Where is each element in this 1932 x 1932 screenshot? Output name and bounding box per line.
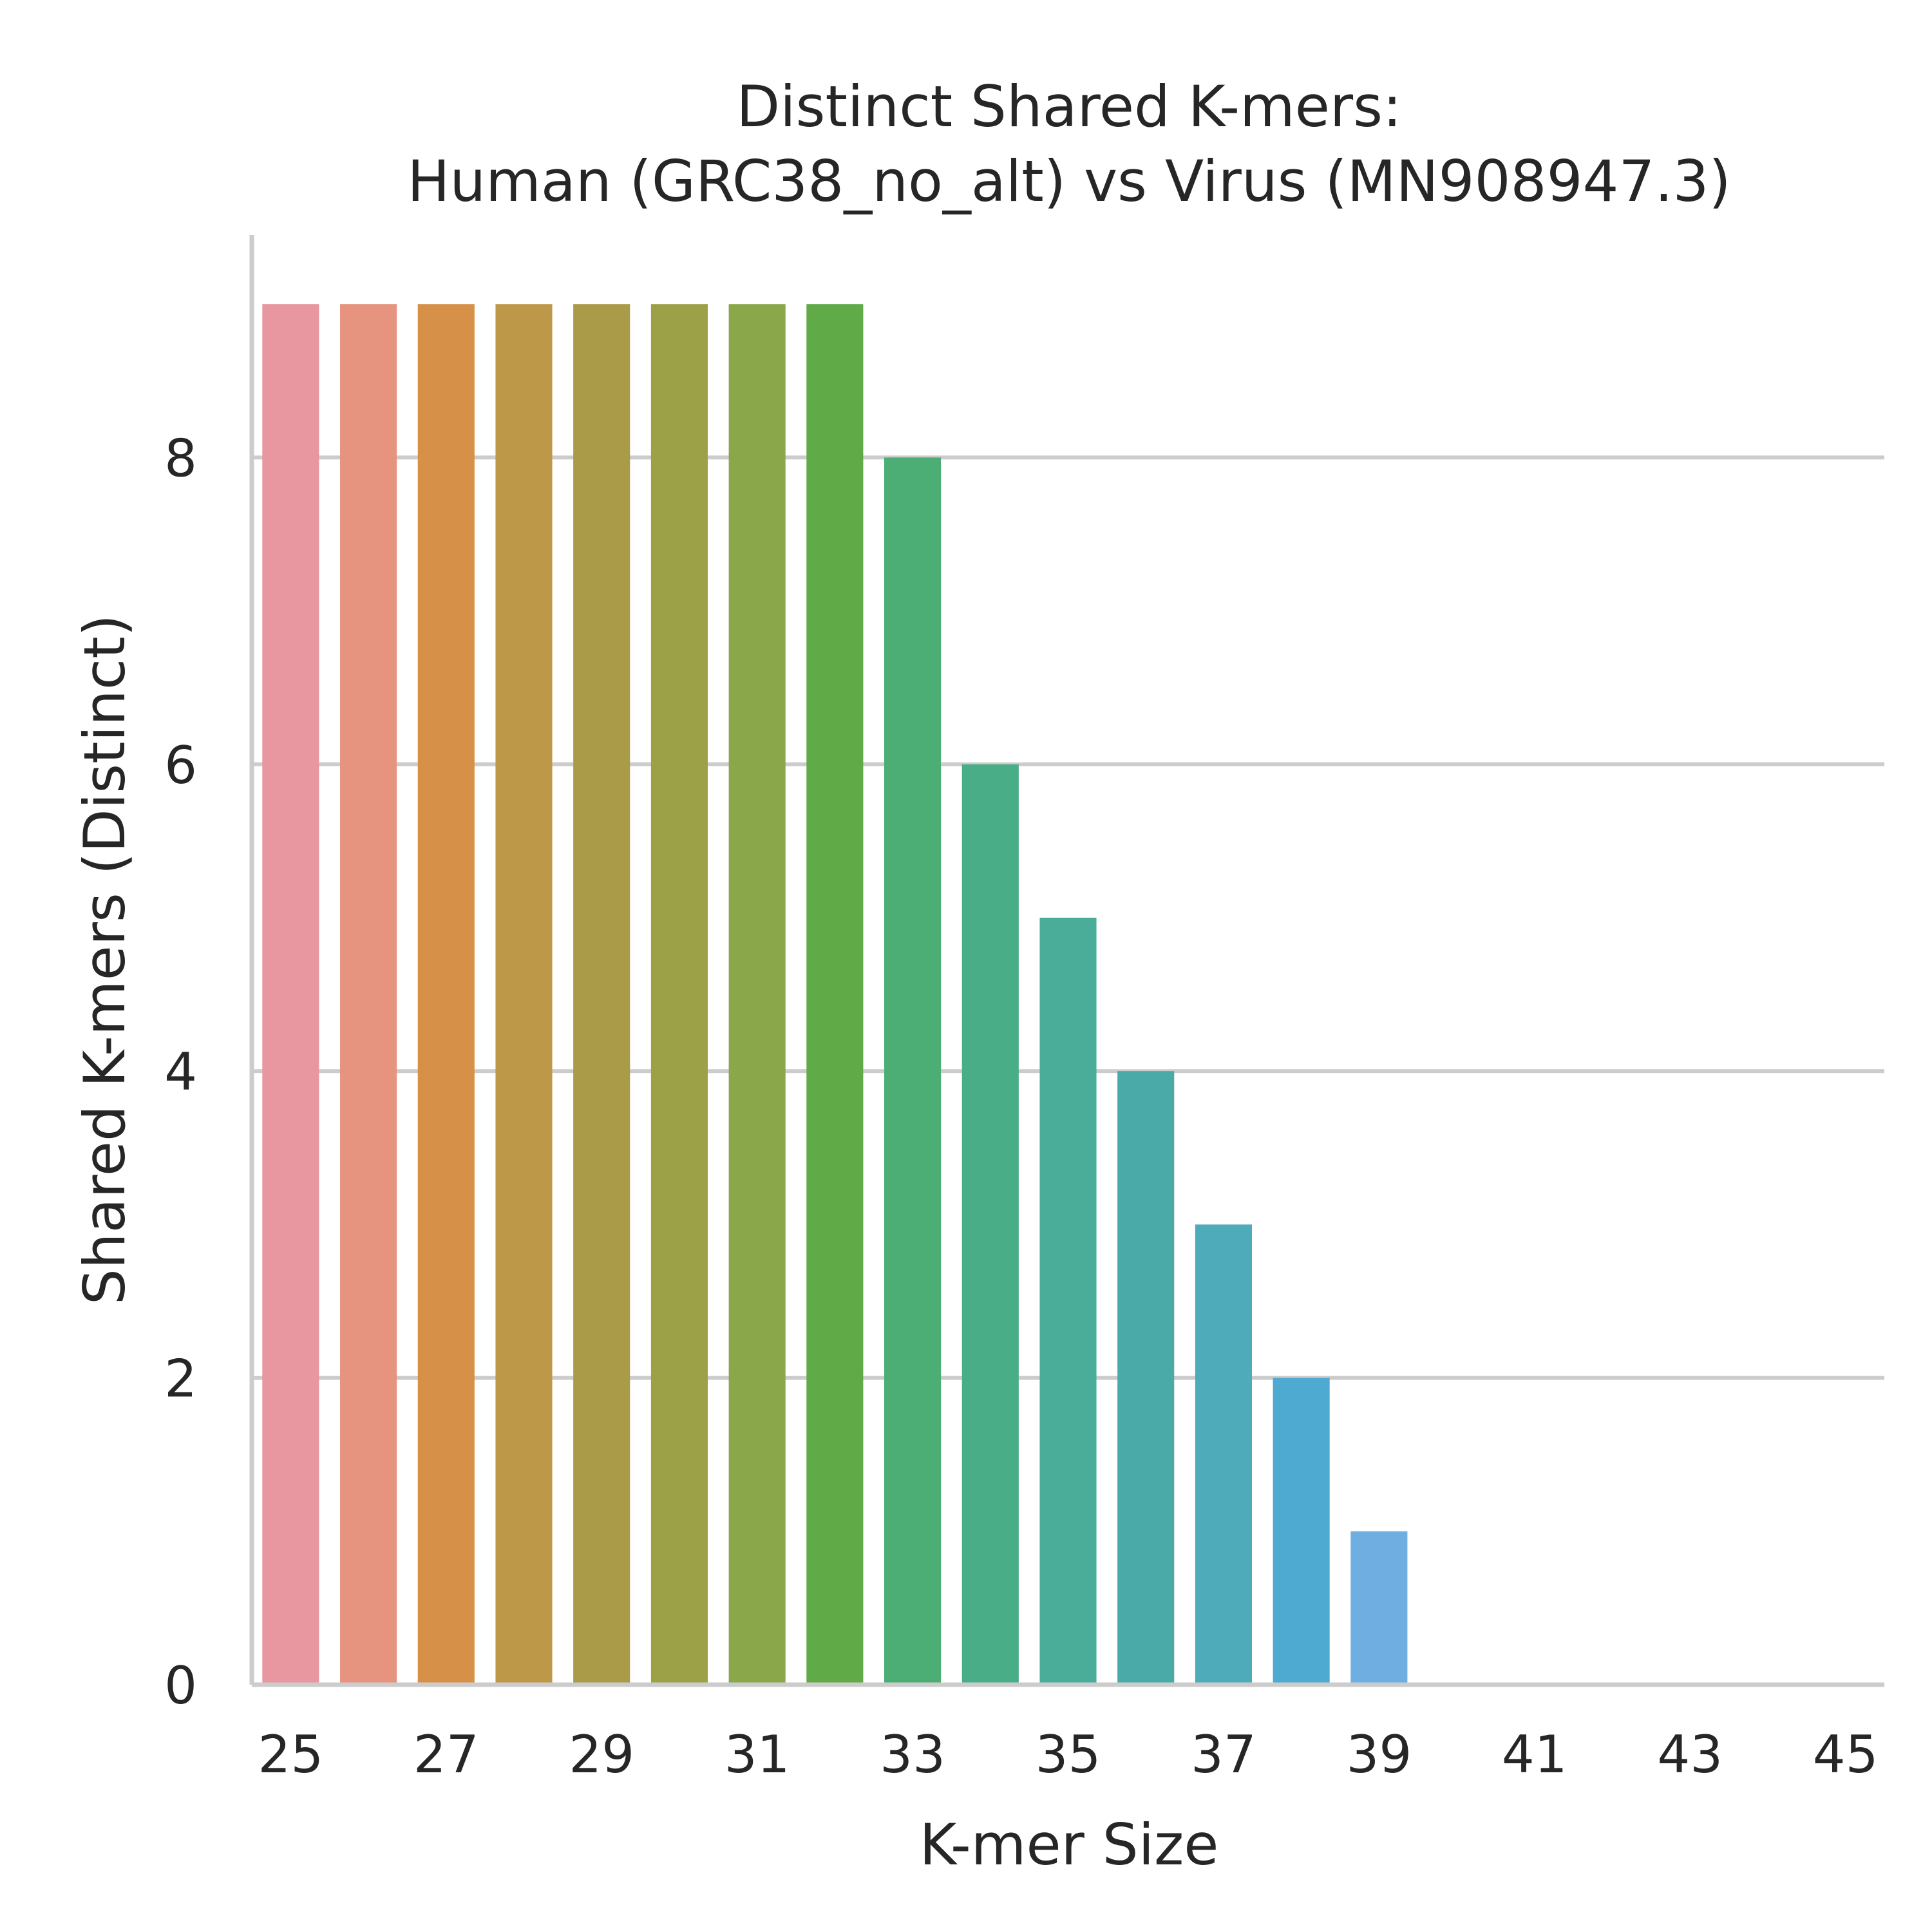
- y-tick-labels: 0 2 4 6 8: [164, 428, 197, 1716]
- bar-k37: [1195, 1224, 1252, 1685]
- bar-k39: [1350, 1531, 1408, 1685]
- bar-k32: [806, 304, 864, 1685]
- x-tick-label: 45: [1813, 1725, 1879, 1785]
- x-tick-label: 39: [1346, 1725, 1412, 1785]
- bar-k36: [1117, 1071, 1175, 1685]
- x-axis-label: K-mer Size: [920, 1812, 1219, 1878]
- y-tick-label: 4: [164, 1042, 197, 1102]
- bar-k35: [1039, 917, 1097, 1685]
- y-axis-label: Shared K-mers (Distinct): [71, 614, 138, 1305]
- bar-k25: [262, 304, 319, 1685]
- y-tick-label: 0: [164, 1656, 197, 1716]
- x-tick-label: 31: [724, 1725, 790, 1785]
- bar-k34: [961, 764, 1019, 1685]
- x-tick-label: 33: [880, 1725, 945, 1785]
- chart-title-line-2: Human (GRC38_no_alt) vs Virus (MN908947.…: [407, 148, 1731, 214]
- bar-k27: [417, 304, 475, 1685]
- x-tick-label: 35: [1036, 1725, 1101, 1785]
- bar-k38: [1273, 1378, 1330, 1685]
- chart-title-line-1: Distinct Shared K-mers:: [736, 73, 1401, 140]
- y-tick-label: 6: [164, 735, 197, 795]
- x-tick-label: 25: [258, 1725, 323, 1785]
- bar-k29: [573, 304, 630, 1685]
- x-tick-label: 29: [569, 1725, 634, 1785]
- bar-k26: [340, 304, 397, 1685]
- bar-k28: [495, 304, 553, 1685]
- bars: [262, 304, 1408, 1685]
- x-tick-label: 37: [1191, 1725, 1256, 1785]
- bar-k30: [650, 304, 708, 1685]
- x-tick-label: 41: [1502, 1725, 1567, 1785]
- y-tick-label: 8: [164, 428, 197, 488]
- x-tick-label: 27: [413, 1725, 479, 1785]
- bar-k33: [884, 457, 942, 1685]
- y-tick-label: 2: [164, 1349, 197, 1409]
- x-tick-labels: 25 27 29 31 33 35 37 39 41 43 45: [258, 1725, 1878, 1785]
- x-tick-label: 43: [1657, 1725, 1723, 1785]
- bar-k31: [728, 304, 786, 1685]
